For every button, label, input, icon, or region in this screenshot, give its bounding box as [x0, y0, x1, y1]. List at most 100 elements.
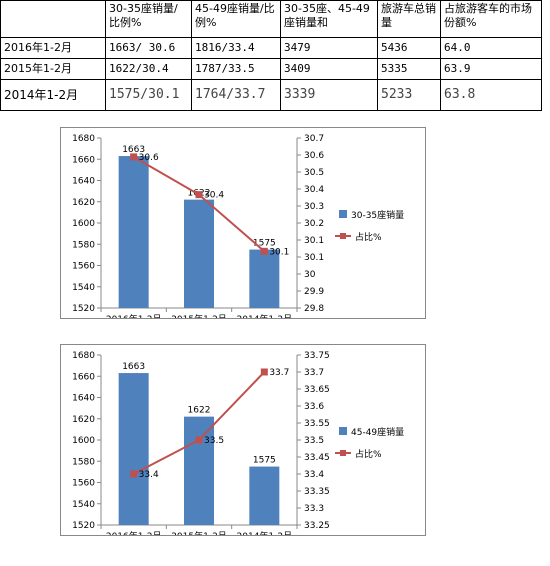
table-cell: 1816/33.4 [191, 37, 281, 59]
x-tick-label: 2014年1-2月 [237, 313, 293, 318]
left-tick-label: 1660 [72, 372, 95, 382]
left-tick-label: 1680 [72, 134, 95, 144]
line-label: 33.4 [139, 470, 159, 480]
line-point [260, 368, 268, 376]
right-tick-label: 33.6 [304, 402, 324, 412]
bar [118, 156, 149, 308]
table-header-row: 30-35座销量/比例% 45-49座销量/比例% 30-35座、45-49座销… [0, 0, 542, 38]
line-label: 33.5 [204, 436, 224, 446]
left-tick-label: 1560 [72, 262, 95, 272]
header-cell [0, 0, 106, 38]
line-label: 33.7 [269, 368, 289, 378]
left-tick-label: 1580 [72, 457, 95, 467]
table-cell: 1787/33.5 [191, 58, 281, 80]
right-tick-label: 29.8 [304, 304, 324, 314]
bar [184, 416, 214, 525]
bar-label: 1622 [188, 406, 211, 416]
right-tick-label: 33.65 [304, 385, 330, 395]
right-tick-label: 33.7 [304, 368, 324, 378]
line-label: 30.1 [269, 247, 289, 257]
right-tick-label: 33.75 [304, 351, 330, 361]
right-tick-label: 30.3 [304, 202, 324, 212]
bar-label: 1663 [122, 362, 145, 372]
table-cell: 1575/30.1 [105, 79, 192, 111]
legend-bar-swatch [339, 210, 347, 218]
table-cell: 5233 [377, 79, 441, 111]
right-tick-label: 30.4 [304, 185, 324, 195]
x-tick-label: 2016年1-2月 [106, 530, 162, 535]
right-tick-label: 33.25 [304, 521, 330, 531]
table-row: 2016年1-2月 1663/ 30.6 1816/33.4 3479 5436… [0, 37, 542, 59]
line-point [130, 153, 138, 161]
right-tick-label: 30.5 [304, 168, 324, 178]
line-label: 30.6 [139, 153, 159, 163]
chart-45-49-seat: 1520 1540 1560 1580 1600 1620 1640 1660 1680 33.2… [60, 344, 426, 542]
right-tick-label: 33.3 [304, 504, 324, 514]
right-tick-label: 33.4 [304, 470, 324, 480]
legend-line-marker [340, 450, 346, 456]
legend-line-marker [340, 233, 346, 239]
right-tick-label: 30 [304, 270, 316, 280]
right-tick-label: 30.1 [304, 253, 324, 263]
right-tick-label: 30.7 [304, 134, 324, 144]
line-point [195, 436, 203, 444]
table-row: 2014年1-2月 1575/30.1 1764/33.7 3339 5233 … [0, 79, 542, 111]
x-tick-label: 2016年1-2月 [106, 313, 162, 318]
table-cell: 1622/30.4 [105, 58, 192, 80]
table-cell: 63.9 [440, 58, 542, 80]
header-cell: 30-35座、45-49座销量和 [280, 0, 378, 38]
right-tick-label: 33.55 [304, 419, 330, 429]
left-tick-label: 1620 [72, 415, 95, 425]
table-cell: 3479 [280, 37, 378, 59]
right-tick-label: 30.6 [304, 151, 324, 161]
bar [184, 199, 214, 308]
bar [118, 373, 149, 525]
line-point [260, 247, 268, 255]
right-tick-label: 33.35 [304, 487, 330, 497]
table-row: 2015年1-2月 1622/30.4 1787/33.5 3409 5335 … [0, 58, 542, 80]
left-tick-label: 1640 [72, 394, 95, 404]
bar-label: 1575 [253, 456, 276, 466]
chart-30-35-seat: 1520 1540 1560 1580 1600 1620 1640 1660 1680 29.8… [60, 127, 426, 325]
left-tick-label: 1520 [72, 304, 95, 314]
table-cell: 1764/33.7 [191, 79, 281, 111]
right-tick-label: 30.2 [304, 219, 324, 229]
table-cell: 3409 [280, 58, 378, 80]
left-tick-label: 1600 [72, 219, 95, 229]
left-tick-label: 1640 [72, 177, 95, 187]
left-tick-label: 1580 [72, 240, 95, 250]
header-cell: 30-35座销量/比例% [105, 0, 192, 38]
left-tick-label: 1660 [72, 155, 95, 165]
table-cell: 5335 [377, 58, 441, 80]
header-cell: 旅游车总销量 [377, 0, 441, 38]
x-tick-label: 2015年1-2月 [171, 313, 227, 318]
left-tick-label: 1620 [72, 198, 95, 208]
table-cell: 5436 [377, 37, 441, 59]
right-tick-label: 30.1 [304, 236, 324, 246]
line-point [195, 191, 203, 199]
legend-bar-label: 45-49座销量 [351, 426, 404, 438]
row-label: 2015年1-2月 [0, 58, 106, 80]
left-tick-label: 1520 [72, 521, 95, 531]
x-tick-label: 2015年1-2月 [171, 530, 227, 535]
left-tick-label: 1680 [72, 351, 95, 361]
line-point [130, 470, 138, 478]
left-tick-label: 1600 [72, 436, 95, 446]
table-cell: 64.0 [440, 37, 542, 59]
table-cell: 1663/ 30.6 [105, 37, 192, 59]
header-cell: 占旅游客车的市场份额% [440, 0, 542, 38]
row-label: 2016年1-2月 [0, 37, 106, 59]
right-tick-label: 33.5 [304, 436, 324, 446]
bar [249, 466, 280, 525]
row-label: 2014年1-2月 [0, 79, 106, 111]
left-tick-label: 1540 [72, 500, 95, 510]
table-cell: 3339 [280, 79, 378, 111]
legend-line-label: 占比% [355, 231, 382, 243]
bar-label: 1663 [122, 145, 145, 155]
x-tick-label: 2014年1-2月 [237, 530, 293, 535]
bar [249, 249, 280, 308]
legend-bar-swatch [339, 427, 347, 435]
bar-label: 1575 [253, 239, 276, 249]
legend-bar-label: 30-35座销量 [351, 209, 404, 221]
header-cell: 45-49座销量/比例% [191, 0, 281, 38]
